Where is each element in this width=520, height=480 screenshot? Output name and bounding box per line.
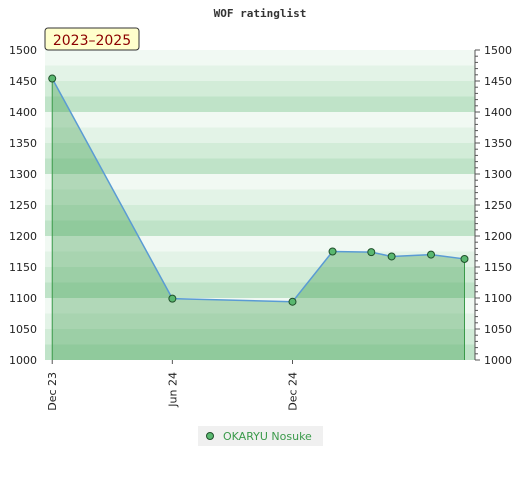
y-tick-label-left: 1150 bbox=[9, 261, 37, 274]
y-tick-label-left: 1100 bbox=[9, 292, 37, 305]
data-point bbox=[288, 297, 297, 306]
y-tick-label-right: 1350 bbox=[484, 137, 512, 150]
background-band bbox=[45, 174, 475, 190]
background-band bbox=[45, 329, 475, 345]
legend-marker bbox=[206, 432, 214, 440]
y-axis-left: 1000 1050 1100 1150 1200 1250 1300 1350 1400 1450… bbox=[9, 44, 37, 367]
y-tick-label-left: 1250 bbox=[9, 199, 37, 212]
y-tick-label-right: 1500 bbox=[484, 44, 512, 57]
background-band bbox=[45, 236, 475, 252]
background-band bbox=[45, 65, 475, 81]
background-band bbox=[45, 344, 475, 360]
background-band bbox=[45, 220, 475, 236]
y-tick-label-left: 1500 bbox=[9, 44, 37, 57]
background-band bbox=[45, 282, 475, 298]
background-band bbox=[45, 298, 475, 314]
y-tick-label-right: 1450 bbox=[484, 75, 512, 88]
y-tick-label-left: 1300 bbox=[9, 168, 37, 181]
data-point bbox=[168, 294, 177, 303]
background-band bbox=[45, 313, 475, 329]
y-tick-label-right: 1250 bbox=[484, 199, 512, 212]
series-area bbox=[51, 78, 465, 361]
y-tick-label-left: 1050 bbox=[9, 323, 37, 336]
y-tick-label-right: 1200 bbox=[484, 230, 512, 243]
background-band bbox=[45, 112, 475, 128]
y-tick-label-right: 1000 bbox=[484, 354, 512, 367]
y-axis-right: 1000 1050 1100 1150 1200 1250 1300 1350 1400 1450… bbox=[474, 44, 512, 367]
background-band bbox=[45, 158, 475, 174]
y-tick-label-left: 1000 bbox=[9, 354, 37, 367]
data-point bbox=[427, 250, 436, 259]
data-point bbox=[460, 254, 469, 263]
y-tick-label-right: 1050 bbox=[484, 323, 512, 336]
data-point bbox=[48, 74, 57, 83]
period-badge: 2023–2025 bbox=[44, 27, 140, 51]
y-tick-label-right: 1300 bbox=[484, 168, 512, 181]
y-tick-label-left: 1450 bbox=[9, 75, 37, 88]
background-band bbox=[45, 205, 475, 221]
legend: OKARYU Nosuke bbox=[198, 426, 323, 446]
series-line bbox=[51, 78, 465, 303]
data-point bbox=[328, 247, 337, 256]
y-tick-label-left: 1400 bbox=[9, 106, 37, 119]
y-tick-label-left: 1350 bbox=[9, 137, 37, 150]
x-tick-label: Dec 24 bbox=[286, 372, 299, 411]
background-band bbox=[45, 96, 475, 112]
y-tick-label-right: 1100 bbox=[484, 292, 512, 305]
chart-title: WOF ratinglist bbox=[214, 7, 307, 20]
y-tick-label-left: 1200 bbox=[9, 230, 37, 243]
area-fill bbox=[52, 78, 465, 361]
series-points bbox=[48, 74, 469, 306]
data-point bbox=[387, 252, 396, 261]
period-badge-text: 2023–2025 bbox=[53, 33, 131, 49]
legend-series-name: OKARYU Nosuke bbox=[223, 430, 312, 443]
rating-line bbox=[51, 78, 465, 303]
background-band bbox=[45, 50, 475, 66]
x-tick-label: Jun 24 bbox=[166, 372, 179, 408]
y-tick-label-right: 1400 bbox=[484, 106, 512, 119]
y-tick-label-right: 1150 bbox=[484, 261, 512, 274]
background-band bbox=[45, 127, 475, 143]
background-band bbox=[45, 267, 475, 283]
x-axis: Dec 23 Jun 24 Dec 24 bbox=[46, 360, 299, 411]
background-band bbox=[45, 189, 475, 205]
data-point bbox=[367, 248, 376, 257]
background-band bbox=[45, 81, 475, 97]
background-band bbox=[45, 143, 475, 159]
x-tick-label: Dec 23 bbox=[46, 372, 59, 411]
